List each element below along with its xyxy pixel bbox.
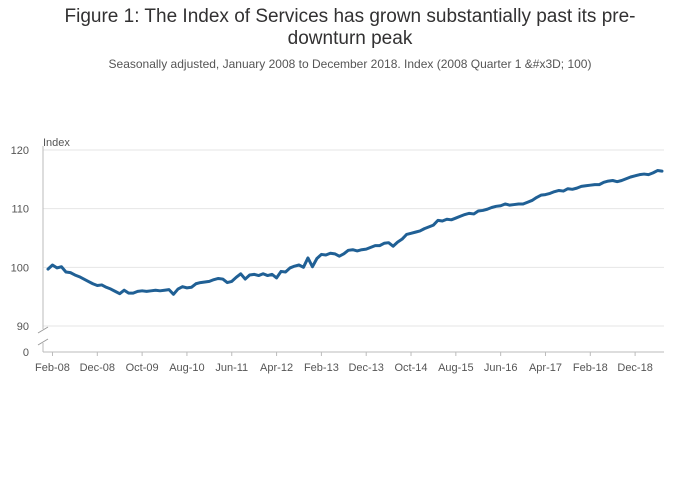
x-tick-label: Feb-18 xyxy=(573,362,608,374)
x-tick-label: Aug-15 xyxy=(438,362,473,374)
series-group xyxy=(46,169,664,296)
y-axis-title: Index xyxy=(43,137,70,149)
x-tick-label: Jun-16 xyxy=(484,362,518,374)
x-tick-label: Jun-11 xyxy=(215,362,248,374)
y-tick-labels: 0 90 100 110 120 xyxy=(11,145,29,359)
x-tick-label: Dec-13 xyxy=(348,362,383,374)
y-tick-label: 100 xyxy=(11,262,29,274)
chart-title: Figure 1: The Index of Services has grow… xyxy=(64,6,636,49)
x-tick-labels: Feb-08 Dec-08 Oct-09 Aug-10 Jun-11 Apr-12 Feb-… xyxy=(35,352,653,374)
series-line xyxy=(46,169,664,296)
x-tick-label: Aug-10 xyxy=(169,362,204,374)
x-tick-label: Feb-13 xyxy=(304,362,339,374)
gridlines xyxy=(43,149,664,327)
y-tick-label: 90 xyxy=(17,321,29,333)
x-tick-label: Apr-12 xyxy=(260,362,293,374)
x-tick-label: Dec-18 xyxy=(617,362,652,374)
y-tick-label: 110 xyxy=(11,204,29,216)
y-tick-label: 120 xyxy=(11,145,29,157)
axis-break-mark xyxy=(37,338,49,346)
x-tick-label: Apr-17 xyxy=(529,362,562,374)
chart-subtitle: Seasonally adjusted, January 2008 to Dec… xyxy=(108,57,592,71)
x-tick-label: Oct-09 xyxy=(126,362,159,374)
x-tick-label: Oct-14 xyxy=(395,362,428,374)
axes: Index xyxy=(37,137,664,353)
x-tick-label: Dec-08 xyxy=(80,362,115,374)
axis-break-mark xyxy=(37,326,49,334)
y-tick-label: 0 xyxy=(23,347,29,359)
x-tick-label: Feb-08 xyxy=(35,362,70,374)
